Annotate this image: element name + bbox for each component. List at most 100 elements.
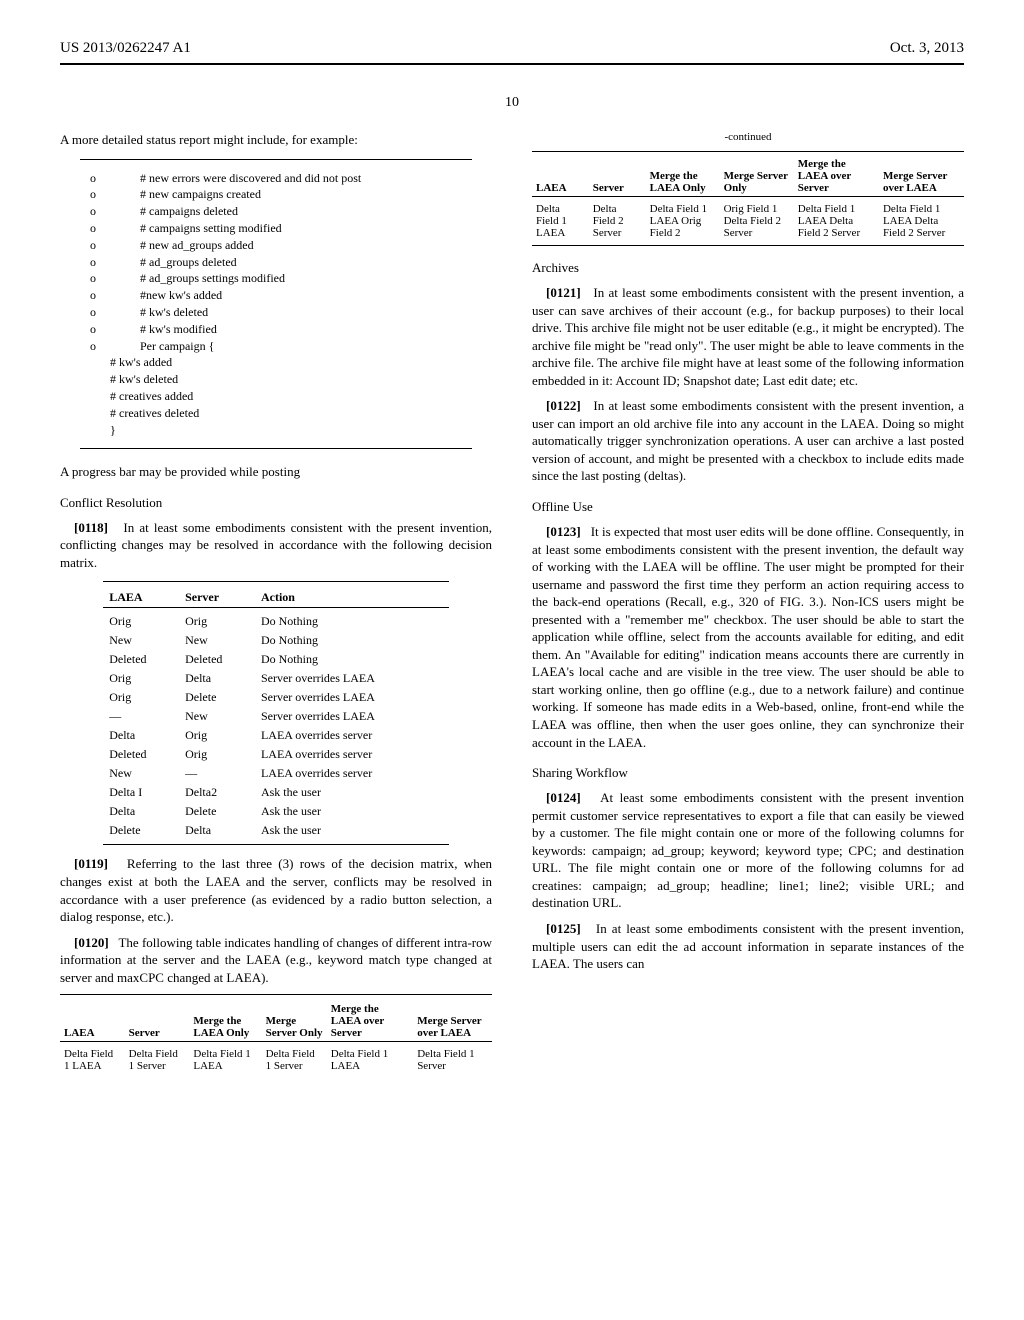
cell: Delta Field 1 LAEA (327, 1046, 413, 1074)
para-text: At least some embodiments consistent wit… (532, 790, 964, 910)
para-text: In at least some embodiments consistent … (60, 520, 492, 570)
cell: Orig (103, 612, 179, 631)
cell: LAEA overrides server (255, 764, 449, 783)
cell: Delta Field 1 Server (413, 1046, 492, 1074)
para-0122: [0122] In at least some embodiments cons… (532, 397, 964, 485)
table-row: DeltaDeleteAsk the user (103, 802, 449, 821)
cell: Server overrides LAEA (255, 688, 449, 707)
col-header: LAEA (103, 588, 179, 608)
cell: Deleted (103, 650, 179, 669)
list-item-text: # ad_groups deleted (140, 254, 237, 271)
cell: Delta (103, 802, 179, 821)
list-subitem: # creatives deleted (80, 405, 472, 422)
para-text: It is expected that most user edits will… (532, 524, 964, 750)
col-header: Merge the LAEA Only (646, 156, 720, 197)
cell: Delta Field 1 Server (125, 1046, 190, 1074)
list-subitem: # kw's added (80, 354, 472, 371)
list-subitem: } (80, 422, 472, 439)
para-number: [0121] (546, 285, 581, 300)
cell: Delete (103, 821, 179, 840)
table-row: OrigDeltaServer overrides LAEA (103, 669, 449, 688)
cell: Delta2 (179, 783, 255, 802)
archives-title: Archives (532, 260, 964, 276)
table-row: DeltaOrigLAEA overrides server (103, 726, 449, 745)
para-0121: [0121] In at least some embodiments cons… (532, 284, 964, 389)
cell: Orig (103, 669, 179, 688)
list-item-text: # new ad_groups added (140, 237, 254, 254)
table-row: OrigOrigDo Nothing (103, 612, 449, 631)
cell: Do Nothing (255, 650, 449, 669)
bullet-marker: o (80, 170, 140, 187)
conflict-resolution-title: Conflict Resolution (60, 495, 492, 511)
para-text: Referring to the last three (3) rows of … (60, 856, 492, 924)
table-row: —NewServer overrides LAEA (103, 707, 449, 726)
col-header: LAEA (60, 1001, 125, 1042)
para-0124: [0124] At least some embodiments consist… (532, 789, 964, 912)
cell: Orig (103, 688, 179, 707)
cell: Delta I (103, 783, 179, 802)
para-0118: [0118] In at least some embodiments cons… (60, 519, 492, 572)
cell: Delta (103, 726, 179, 745)
left-column: A more detailed status report might incl… (60, 131, 492, 1082)
cell: Server overrides LAEA (255, 707, 449, 726)
cell: Delta Field 1 Server (262, 1046, 327, 1074)
col-header: Merge the LAEA Only (189, 1001, 261, 1042)
decision-matrix-table: LAEA Server Action OrigOrigDo NothingNew… (103, 581, 449, 845)
list-item: o# new campaigns created (80, 186, 472, 203)
col-header: Merge Server Only (262, 1001, 327, 1042)
page-number: 10 (60, 95, 964, 111)
col-header: Merge Server over LAEA (413, 1001, 492, 1042)
para-text: The following table indicates handling o… (60, 935, 492, 985)
header-rule (60, 63, 964, 65)
cell: Delete (179, 802, 255, 821)
col-header: Action (255, 588, 449, 608)
cell: New (179, 631, 255, 650)
bullet-marker: o (80, 203, 140, 220)
para-number: [0120] (74, 935, 109, 950)
col-header: Server (179, 588, 255, 608)
cell: Delta Field 2 Server (589, 201, 646, 241)
bullet-marker: o (80, 220, 140, 237)
list-subitem: # kw's deleted (80, 371, 472, 388)
cell: Ask the user (255, 802, 449, 821)
list-item-text: Per campaign { (140, 338, 214, 355)
publication-number: US 2013/0262247 A1 (60, 40, 191, 57)
table-row: Delta IDelta2Ask the user (103, 783, 449, 802)
cell: New (103, 764, 179, 783)
offline-use-title: Offline Use (532, 499, 964, 515)
cell: Deleted (103, 745, 179, 764)
list-subitem: # creatives added (80, 388, 472, 405)
col-header: Server (589, 156, 646, 197)
cell: LAEA overrides server (255, 745, 449, 764)
table-row: New—LAEA overrides server (103, 764, 449, 783)
para-text: In at least some embodiments consistent … (532, 398, 964, 483)
publication-date: Oct. 3, 2013 (890, 40, 964, 57)
bullet-marker: o (80, 270, 140, 287)
cell: — (103, 707, 179, 726)
para-number: [0123] (546, 524, 581, 539)
bullet-marker: o (80, 304, 140, 321)
cell: Do Nothing (255, 612, 449, 631)
para-number: [0122] (546, 398, 581, 413)
list-item-text: # kw's deleted (140, 304, 208, 321)
cell: Delta Field 1 LAEA (60, 1046, 125, 1074)
para-number: [0124] (546, 790, 581, 805)
para-text: In at least some embodiments consistent … (532, 285, 964, 388)
list-item: o# ad_groups deleted (80, 254, 472, 271)
col-header: Merge the LAEA over Server (327, 1001, 413, 1042)
table-row: Delta Field 1 LAEA Delta Field 1 Server … (60, 1046, 492, 1074)
col-header: Server (125, 1001, 190, 1042)
cell: Orig (179, 726, 255, 745)
list-item: o# ad_groups settings modified (80, 270, 472, 287)
cell: Delta Field 1 LAEA Delta Field 2 Server (879, 201, 964, 241)
intro-line: A more detailed status report might incl… (60, 131, 492, 149)
list-item-text: # new campaigns created (140, 186, 261, 203)
list-item: o# campaigns deleted (80, 203, 472, 220)
col-header: Merge Server over LAEA (879, 156, 964, 197)
cell: Delta (179, 821, 255, 840)
page-header: US 2013/0262247 A1 Oct. 3, 2013 (60, 40, 964, 57)
cell: Delta Field 1 LAEA Orig Field 2 (646, 201, 720, 241)
list-item: o# kw's modified (80, 321, 472, 338)
list-item-text: # new errors were discovered and did not… (140, 170, 361, 187)
cell: Server overrides LAEA (255, 669, 449, 688)
